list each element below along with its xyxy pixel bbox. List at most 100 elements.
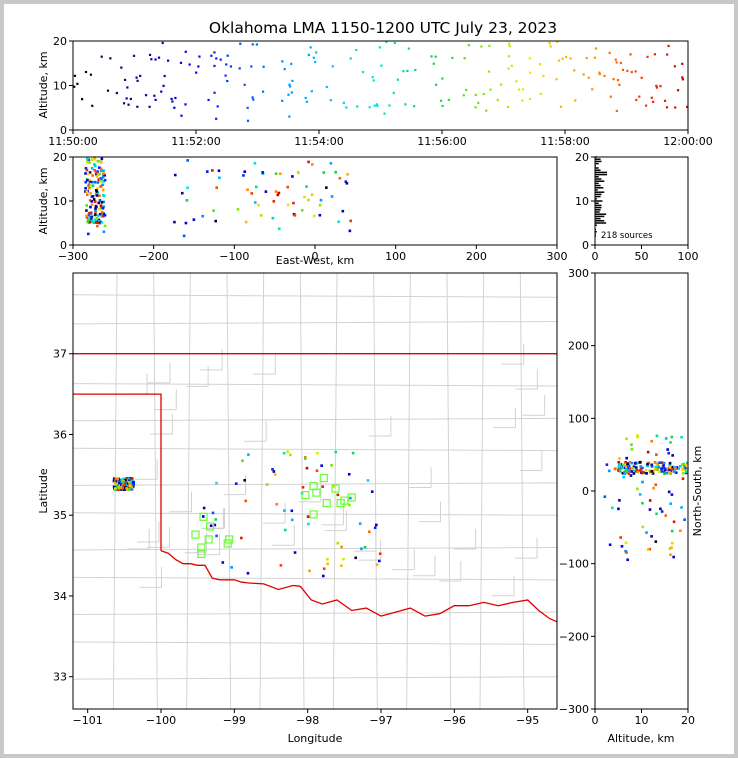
ns-altitude-point [672, 555, 675, 559]
altitude-ew-point [286, 203, 290, 207]
ns-altitude-point [650, 439, 653, 443]
altitude-ew-point [192, 218, 196, 221]
altitude-time-point [569, 57, 572, 60]
altitude-time-point [666, 53, 669, 56]
altitude-time-point [614, 58, 617, 61]
map-point [354, 556, 358, 560]
ns-altitude-point [672, 520, 676, 524]
ns-altitude-point [663, 470, 666, 473]
altitude-time-panel: 11:50:00 11:52:00 11:54:00 11:56:00 11:58:00… [37, 35, 713, 148]
x-tick-label: 20 [681, 714, 695, 727]
ns-altitude-point [636, 487, 639, 491]
altitude-ew-point [98, 166, 101, 169]
altitude-time-point [430, 55, 433, 58]
altitude-time-point [261, 90, 265, 93]
altitude-time-point [441, 104, 444, 108]
altitude-ew-point [102, 180, 105, 183]
altitude-time-point [462, 94, 465, 97]
ns-altitude-point [683, 464, 686, 468]
x-tick-label: −97 [369, 714, 392, 727]
ns-altitude-point [674, 467, 678, 470]
altitude-ew-point [97, 201, 101, 205]
altitude-ew-point [101, 183, 104, 187]
altitude-ew-point [94, 207, 97, 210]
ns-altitude-point [650, 464, 654, 468]
altitude-ew-point [334, 170, 337, 174]
altitude-time-point [180, 114, 183, 117]
altitude-ew-point [98, 194, 101, 197]
altitude-ew-point [318, 213, 322, 217]
map-point [326, 562, 329, 566]
map-point [272, 470, 276, 473]
altitude-time-point [432, 62, 435, 65]
altitude-time-point [361, 70, 365, 74]
map-point [244, 499, 248, 503]
ns-altitude-point [646, 462, 649, 466]
altitude-time-point [434, 55, 437, 58]
map-point [366, 479, 370, 482]
altitude-time-point [645, 104, 648, 107]
map-point [307, 522, 310, 526]
altitude-ew-point [293, 214, 297, 217]
ns-altitude-point [681, 466, 685, 470]
altitude-time-point [482, 92, 485, 96]
altitude-time-point [225, 63, 228, 66]
altitude-ew-point [305, 185, 308, 188]
altitude-ew-point [274, 190, 278, 193]
ns-altitude-point [626, 558, 629, 562]
ns-altitude-point [654, 465, 658, 469]
altitude-time-point [603, 74, 606, 78]
altitude-ew-point [348, 229, 352, 233]
altitude-ew-point [86, 219, 90, 223]
ns-altitude-point [657, 465, 661, 469]
altitude-time-point [574, 99, 577, 102]
altitude-time-point [310, 90, 313, 93]
altitude-time-ylabel: Altitude, km [37, 51, 50, 118]
station-marker [223, 539, 232, 548]
altitude-time-point [621, 68, 625, 72]
x-tick-label: 0 [592, 250, 599, 263]
altitude-time-point [629, 53, 632, 56]
altitude-time-point [207, 98, 210, 102]
altitude-time-point [556, 40, 559, 43]
ns-altitude-point [618, 463, 622, 466]
ns-altitude-point [617, 469, 621, 473]
altitude-ew-point [93, 180, 97, 184]
altitude-time-point [595, 47, 598, 50]
ns-altitude-point [624, 469, 628, 473]
altitude-time-point [251, 43, 254, 46]
altitude-time-point [132, 54, 136, 57]
altitude-time-point [281, 99, 284, 102]
y-tick-label: 0 [582, 485, 589, 498]
ns-altitude-point [682, 462, 686, 466]
altitude-time-point [510, 64, 513, 67]
altitude-time-point [414, 68, 417, 72]
altitude-ew-point [94, 213, 97, 216]
altitude-ew-panel: −300 −200 −100 0 100 200 300 0 10 20 East-West, k… [37, 151, 568, 267]
y-tick-label: 300 [568, 267, 589, 280]
altitude-ew-point [91, 220, 94, 223]
altitude-ew-point [86, 178, 89, 182]
altitude-time-point [262, 65, 265, 68]
ns-altitude-point [625, 437, 628, 441]
altitude-time-point [160, 90, 163, 93]
altitude-ew-point [96, 159, 100, 163]
altitude-time-point [127, 103, 130, 106]
county-boundaries [73, 273, 557, 709]
altitude-time-point [80, 98, 84, 101]
altitude-time-point [465, 88, 468, 92]
x-tick-label: −100 [219, 250, 249, 263]
altitude-ew-point [217, 169, 221, 173]
ns-altitude-point [636, 470, 640, 474]
altitude-time-point [150, 58, 153, 61]
altitude-time-point [309, 46, 312, 49]
ns-altitude-point [680, 506, 683, 509]
y-tick-label: 35 [53, 509, 67, 522]
ns-altitude-point [655, 434, 659, 438]
map-point [221, 561, 225, 564]
ns-altitude-point [640, 469, 643, 473]
altitude-ew-point [86, 157, 89, 161]
map-point [367, 530, 371, 534]
altitude-time-point [148, 53, 152, 57]
altitude-time-point [219, 58, 222, 61]
